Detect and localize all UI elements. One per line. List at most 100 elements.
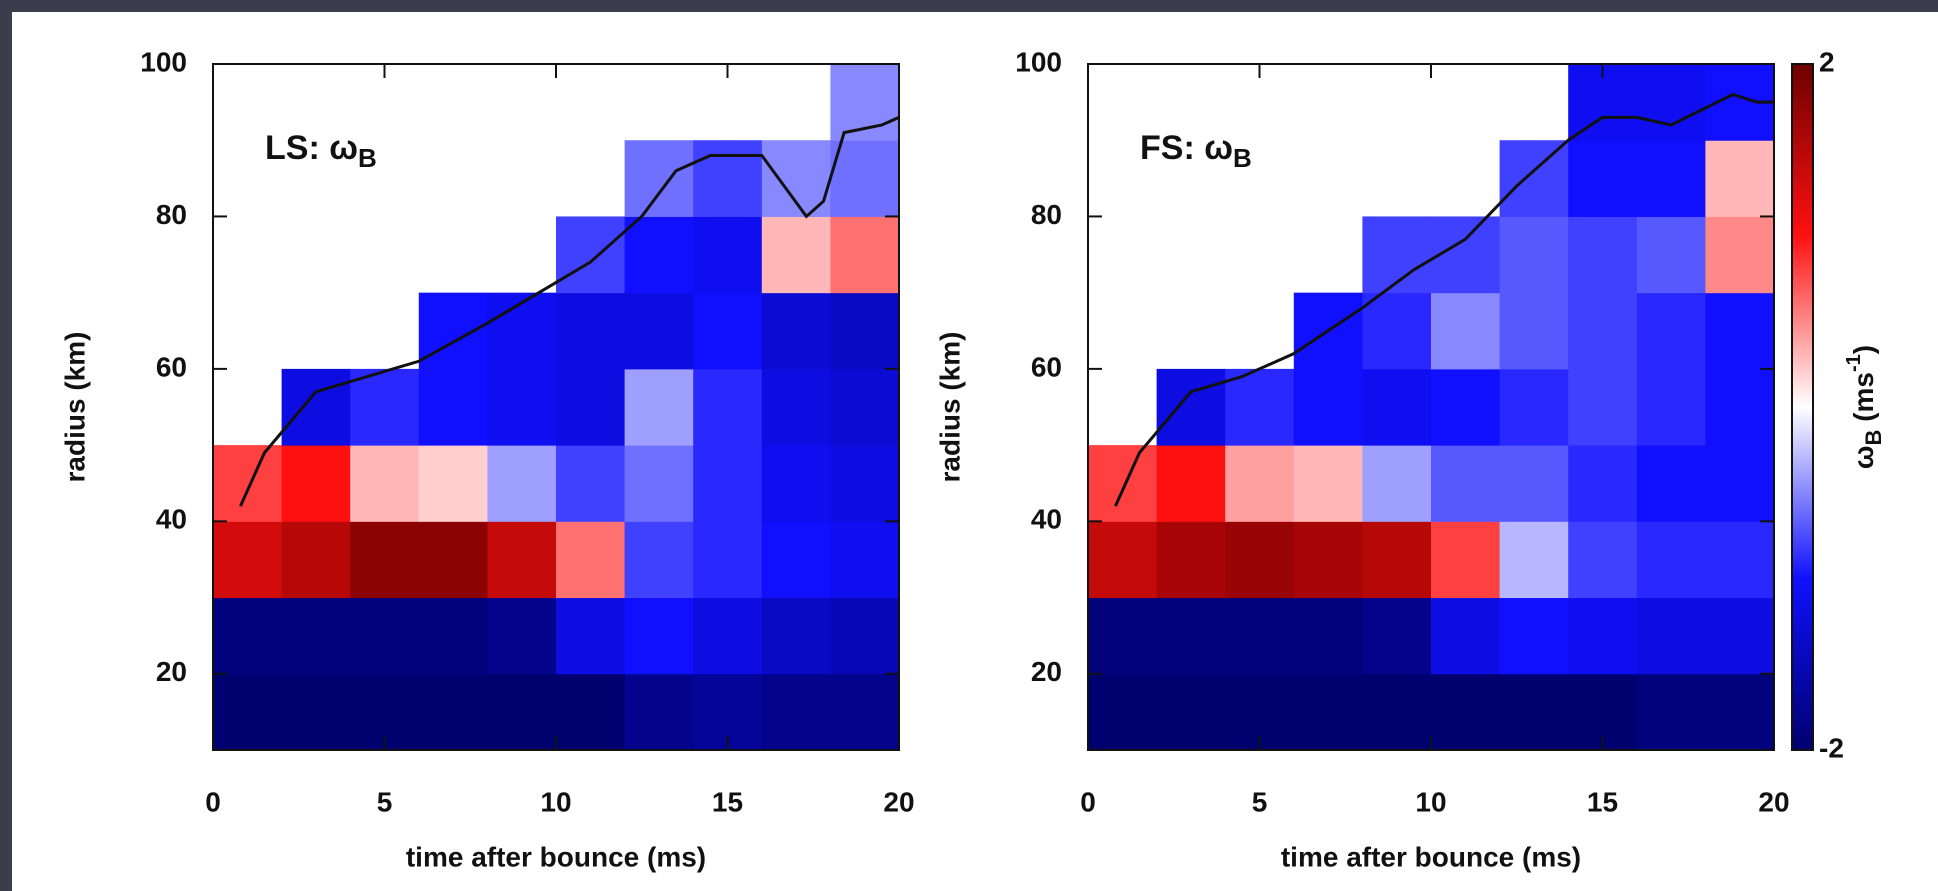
heat-cell bbox=[761, 216, 831, 294]
heat-cell bbox=[761, 673, 831, 750]
heat-cell bbox=[418, 368, 488, 446]
heat-cell bbox=[1499, 368, 1569, 446]
x-tick-label: 0 bbox=[205, 786, 221, 817]
heat-cell bbox=[830, 445, 899, 522]
heat-cell bbox=[1568, 597, 1638, 675]
heat-cell bbox=[487, 368, 557, 446]
heat-cell bbox=[556, 597, 626, 675]
heat-cell bbox=[418, 673, 488, 750]
heat-cell bbox=[1088, 597, 1158, 675]
panel-label-text: LS: ω bbox=[265, 129, 358, 167]
colorbar-title-part: -1 bbox=[1843, 354, 1865, 372]
x-tick-label: 20 bbox=[883, 786, 914, 817]
heat-cell bbox=[1088, 445, 1158, 522]
heat-cell bbox=[624, 216, 694, 294]
heat-cell bbox=[1431, 521, 1501, 599]
heat-cell bbox=[1568, 140, 1638, 217]
colorbar-title: ωB (ms-1) bbox=[1843, 345, 1886, 469]
heat-cell bbox=[1431, 368, 1501, 446]
heat-cell bbox=[624, 673, 694, 750]
heat-cell bbox=[487, 673, 557, 750]
heat-cell bbox=[281, 597, 351, 675]
x-tick-label: 15 bbox=[1587, 786, 1618, 817]
panel-label: FS: ωB bbox=[1140, 129, 1252, 173]
heat-cell bbox=[1705, 673, 1774, 750]
y-tick-label: 80 bbox=[156, 199, 187, 230]
heat-cell bbox=[556, 292, 626, 370]
heat-cell bbox=[418, 292, 488, 370]
heat-cell bbox=[1499, 521, 1569, 599]
heat-cell bbox=[1499, 445, 1569, 522]
heat-cell bbox=[624, 445, 694, 522]
heat-cell bbox=[281, 673, 351, 750]
y-tick-label: 60 bbox=[156, 351, 187, 382]
heat-cell bbox=[213, 597, 283, 675]
heat-cell bbox=[830, 673, 899, 750]
heat-cell bbox=[350, 368, 420, 446]
heat-cell bbox=[1636, 597, 1706, 675]
heat-cell bbox=[556, 673, 626, 750]
heat-cell bbox=[1705, 140, 1774, 217]
heat-cell bbox=[213, 521, 283, 599]
heat-cell bbox=[1293, 521, 1363, 599]
heat-cell bbox=[1636, 521, 1706, 599]
heat-cell bbox=[1705, 445, 1774, 522]
heat-cell bbox=[418, 597, 488, 675]
heat-cell bbox=[1362, 368, 1432, 446]
x-tick-label: 10 bbox=[540, 786, 571, 817]
colorbar-tick-label: -2 bbox=[1819, 732, 1844, 763]
heat-cell bbox=[1636, 445, 1706, 522]
heat-cell bbox=[1431, 445, 1501, 522]
heat-cell bbox=[624, 292, 694, 370]
heat-cell bbox=[1362, 292, 1432, 370]
heat-cell bbox=[418, 445, 488, 522]
heat-cell bbox=[1225, 597, 1295, 675]
x-tick-label: 5 bbox=[377, 786, 393, 817]
colorbar-title-part: ω bbox=[1848, 445, 1879, 469]
x-tick-label: 0 bbox=[1080, 786, 1096, 817]
heat-cell bbox=[693, 140, 763, 217]
heat-cell bbox=[1431, 597, 1501, 675]
heat-cell bbox=[281, 521, 351, 599]
heat-cell bbox=[1705, 368, 1774, 446]
heat-cell bbox=[624, 521, 694, 599]
heat-cell bbox=[556, 521, 626, 599]
heat-cell bbox=[487, 521, 557, 599]
heat-cell bbox=[693, 368, 763, 446]
heat-cell bbox=[1499, 597, 1569, 675]
heat-cell bbox=[693, 292, 763, 370]
heat-cell bbox=[1636, 368, 1706, 446]
heat-cell bbox=[1156, 597, 1226, 675]
heat-cell bbox=[556, 445, 626, 522]
heat-cell bbox=[487, 292, 557, 370]
heat-cell bbox=[556, 216, 626, 294]
heat-cell bbox=[1499, 292, 1569, 370]
heat-cell bbox=[1293, 673, 1363, 750]
heat-cell bbox=[1156, 521, 1226, 599]
y-tick-label: 80 bbox=[1031, 199, 1062, 230]
y-tick-label: 100 bbox=[1015, 46, 1062, 77]
heat-cell bbox=[693, 445, 763, 522]
heat-cell bbox=[693, 216, 763, 294]
heat-cell bbox=[213, 673, 283, 750]
heat-cell bbox=[1431, 673, 1501, 750]
heat-cell bbox=[1225, 445, 1295, 522]
heat-cell bbox=[1568, 216, 1638, 294]
heat-cell bbox=[1568, 292, 1638, 370]
y-axis-title: radius (km) bbox=[934, 332, 965, 483]
heat-cell bbox=[1499, 216, 1569, 294]
heat-cell bbox=[1225, 521, 1295, 599]
heat-cell bbox=[487, 445, 557, 522]
heat-cell bbox=[1293, 445, 1363, 522]
shock-line bbox=[239, 115, 899, 507]
heat-cell bbox=[761, 445, 831, 522]
heat-cell bbox=[761, 292, 831, 370]
x-tick-label: 15 bbox=[712, 786, 743, 817]
heat-cell bbox=[830, 292, 899, 370]
heat-cell bbox=[761, 597, 831, 675]
panel-label-sub: B bbox=[1233, 143, 1252, 173]
y-tick-label: 20 bbox=[156, 656, 187, 687]
heat-cell bbox=[1293, 368, 1363, 446]
panel-label: LS: ωB bbox=[265, 129, 377, 173]
heat-cell bbox=[1362, 521, 1432, 599]
